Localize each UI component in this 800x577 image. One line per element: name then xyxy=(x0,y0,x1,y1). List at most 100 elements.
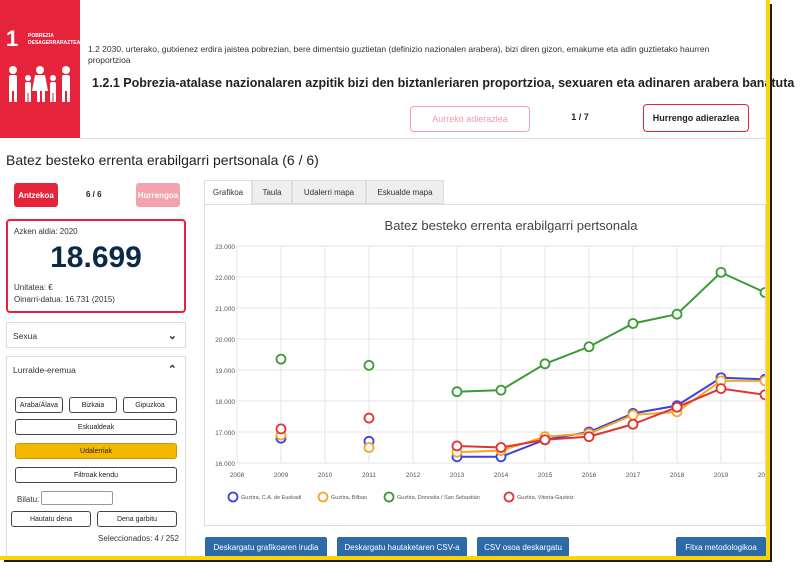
x-tick-label: 2009 xyxy=(274,472,289,479)
previous-indicator-button[interactable]: Aurreko adierazlea xyxy=(410,106,530,132)
series-line-segment xyxy=(632,404,678,415)
series-line-segment xyxy=(720,376,765,381)
legend-label: Guztira, Donostia / San Sebastián xyxy=(397,495,480,501)
download-selection-csv-button[interactable]: Deskargatu hautaketaren CSV-a xyxy=(337,537,467,557)
series-line-segment xyxy=(676,380,722,413)
data-point xyxy=(363,412,375,424)
sdg-name: POBREZIA DESAGERRARAZTEA xyxy=(28,33,81,46)
tab-regional-map[interactable]: Eskualde mapa xyxy=(366,180,444,204)
chevron-down-icon[interactable]: ⌄ xyxy=(167,330,177,342)
indicator-title: 1.2.1 Pobrezia-atalase nazionalaren azpi… xyxy=(92,76,795,90)
latest-value: 18.699 xyxy=(50,241,142,274)
next-series-button[interactable]: Hurrengoa xyxy=(136,183,180,207)
clear-all-button[interactable]: Dena garbitu xyxy=(97,511,177,527)
y-tick-label: 23.000 xyxy=(215,244,235,251)
accordion-header[interactable]: Sexua ⌄ xyxy=(7,323,185,349)
x-tick-label: 2020 xyxy=(758,472,766,479)
series-line-segment xyxy=(588,423,634,438)
legend-label: Guztira, C.A. de Euskadi xyxy=(241,495,301,501)
municipalities-button[interactable]: Udalerriak xyxy=(15,443,177,459)
series-line-segment xyxy=(500,438,546,458)
data-point xyxy=(583,341,595,353)
data-point xyxy=(363,359,375,371)
x-tick-label: 2017 xyxy=(626,472,641,479)
latest-period: Azken aldia: 2020 xyxy=(14,227,78,236)
sdg-goal-tile[interactable]: 1 POBREZIA DESAGERRARAZTEA xyxy=(0,0,80,138)
legend-label: Guztira, Vitoria-Gasteiz xyxy=(517,495,574,501)
bizkaia-button[interactable]: Bizkaia xyxy=(69,397,117,413)
series-line-segment xyxy=(676,376,722,407)
methodology-sheet-button[interactable]: Fitxa metodologikoa xyxy=(676,537,766,557)
series-line-segment xyxy=(676,271,722,315)
data-point xyxy=(759,287,765,298)
data-point xyxy=(583,431,595,443)
x-tick-label: 2008 xyxy=(230,472,245,479)
search-input[interactable] xyxy=(41,491,113,505)
download-full-csv-button[interactable]: CSV osoa deskargatu xyxy=(477,537,569,557)
territory-filter-accordion[interactable]: Lurralde-eremua ⌃ Araba/Álava Bizkaia Gi… xyxy=(6,356,186,556)
series-line-segment xyxy=(456,449,502,454)
next-indicator-button[interactable]: Hurrengo adierazlea xyxy=(643,104,749,132)
y-tick-label: 22.000 xyxy=(215,275,235,282)
indicator-pager: 1 / 7 xyxy=(571,112,589,122)
y-tick-label: 18.000 xyxy=(215,399,235,406)
frame-border-bottom xyxy=(0,556,770,560)
accordion-header[interactable]: Lurralde-eremua ⌃ xyxy=(7,357,185,383)
series-line-segment xyxy=(676,387,722,409)
baseline-label: Oinarri-datua: 16.731 (2015) xyxy=(14,295,115,304)
y-tick-label: 20.000 xyxy=(215,337,235,344)
line-chart: Batez besteko errenta erabilgarri pertso… xyxy=(215,218,766,503)
legend-marker xyxy=(227,491,239,503)
latest-value-card: Azken aldia: 2020 18.699 Unitatea: € Oin… xyxy=(6,219,186,313)
data-point xyxy=(671,308,683,320)
selected-count: Seleccionados: 4 / 252 xyxy=(98,534,179,543)
frame-shadow-bottom xyxy=(4,560,772,562)
data-point xyxy=(275,423,287,435)
tab-table[interactable]: Taula xyxy=(252,180,292,204)
data-point xyxy=(451,386,463,398)
tab-municipal-map[interactable]: Udalerri mapa xyxy=(292,180,366,204)
x-tick-label: 2014 xyxy=(494,472,509,479)
download-chart-image-button[interactable]: Deskargatu grafikoaren irudia xyxy=(205,537,327,557)
legend-marker xyxy=(383,491,395,503)
sex-filter-accordion[interactable]: Sexua ⌄ xyxy=(6,322,186,348)
series-pager: 6 / 6 xyxy=(86,190,102,199)
data-point xyxy=(495,384,507,396)
y-tick-label: 21.000 xyxy=(215,306,235,313)
x-tick-label: 2016 xyxy=(582,472,597,479)
data-point xyxy=(495,442,507,453)
regions-button[interactable]: Eskualdeak xyxy=(15,419,177,435)
data-point xyxy=(539,434,551,446)
x-tick-label: 2010 xyxy=(318,472,333,479)
series-title: Batez besteko errenta erabilgarri pertso… xyxy=(6,152,319,168)
tab-chart[interactable]: Grafikoa xyxy=(204,180,252,204)
gipuzkoa-button[interactable]: Gipuzkoa xyxy=(123,397,177,413)
select-all-button[interactable]: Hautatu dena xyxy=(11,511,91,527)
series-line-segment xyxy=(500,362,546,392)
target-description: 1.2 2030. urterako, gutxienez erdira jai… xyxy=(88,44,710,65)
accordion-label: Lurralde-eremua xyxy=(13,365,76,375)
araba-button[interactable]: Araba/Álava xyxy=(15,397,63,413)
data-point xyxy=(363,442,375,453)
frame-border-right xyxy=(766,0,770,560)
series-line-segment xyxy=(500,438,546,449)
unit-label: Unitatea: € xyxy=(14,283,53,292)
previous-series-button[interactable]: Antzekoa xyxy=(14,183,58,207)
series-line-segment xyxy=(632,410,678,416)
frame-shadow-right xyxy=(770,4,772,562)
clear-filters-button[interactable]: Filtroak kendu xyxy=(15,467,177,483)
header-divider xyxy=(80,138,766,139)
x-tick-label: 2011 xyxy=(362,472,376,479)
legend-marker xyxy=(317,491,329,503)
data-point xyxy=(539,358,551,370)
series-line-segment xyxy=(544,432,590,438)
data-point xyxy=(759,375,765,387)
legend-label: Guztira, Bilbao xyxy=(331,495,367,501)
chevron-up-icon[interactable]: ⌃ xyxy=(167,364,177,376)
data-point xyxy=(671,401,683,413)
family-icon xyxy=(9,66,70,102)
accordion-label: Sexua xyxy=(13,331,38,341)
series-line-segment xyxy=(456,389,502,393)
data-point xyxy=(627,318,639,329)
